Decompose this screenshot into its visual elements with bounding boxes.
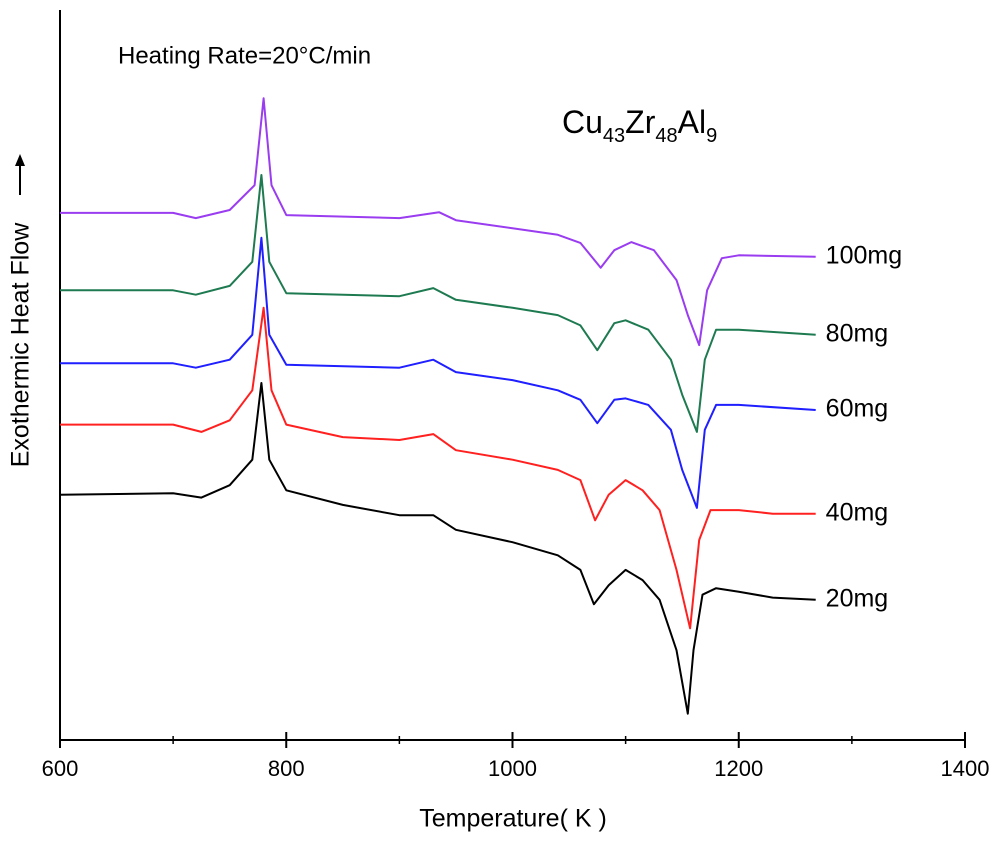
y-arrow (15, 154, 25, 195)
curve (60, 174, 816, 433)
series-label: 100mg (826, 241, 902, 269)
curve (60, 97, 816, 347)
series-label: 40mg (826, 498, 889, 526)
chart-title: Heating Rate=20°C/min (118, 42, 371, 69)
formula-part: Zr (625, 104, 656, 140)
formula-sub: 9 (706, 125, 717, 147)
formula-sub: 48 (655, 125, 677, 147)
formula-part: Al (678, 104, 706, 140)
curve (60, 236, 816, 509)
formula-part: Cu (562, 104, 603, 140)
curve (59, 382, 816, 715)
x-axis-label: Temperature( K ) (419, 805, 607, 833)
curve (60, 306, 816, 630)
y-axis-label: Exothermic Heat Flow (7, 222, 35, 467)
x-tick-label: 1000 (488, 756, 537, 781)
series-label: 80mg (826, 319, 889, 347)
formula-sub: 43 (603, 125, 625, 147)
x-tick-label: 800 (268, 756, 305, 781)
x-tick-label: 1400 (941, 756, 990, 781)
series-label: 60mg (826, 395, 889, 423)
x-tick-label: 600 (42, 756, 79, 781)
formula: Cu43Zr48Al9 (562, 104, 717, 147)
x-tick-label: 1200 (714, 756, 763, 781)
series-label: 20mg (826, 584, 889, 612)
